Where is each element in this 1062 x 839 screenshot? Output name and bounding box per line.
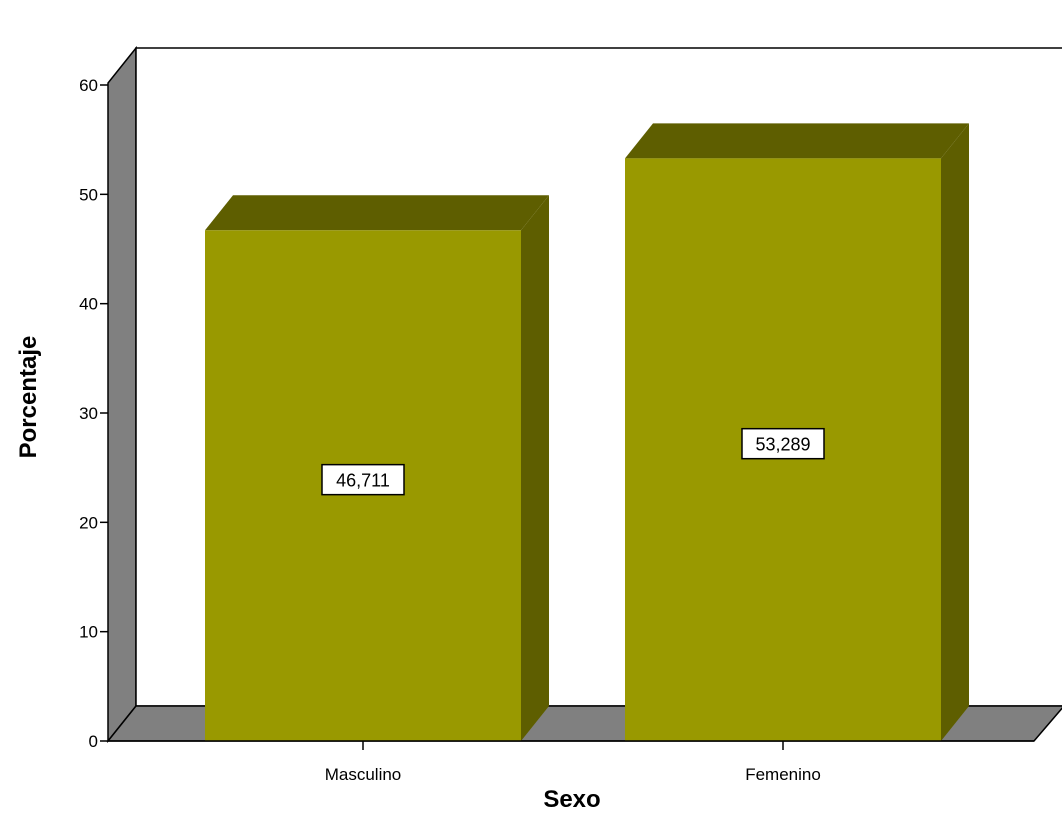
bar-top <box>625 123 969 159</box>
y-tick-label: 60 <box>79 76 98 95</box>
y-tick-label: 0 <box>89 732 98 751</box>
y-tick-label: 20 <box>79 513 98 532</box>
y-tick-label: 30 <box>79 404 98 423</box>
data-label: 53,289 <box>755 435 810 455</box>
data-label: 46,711 <box>336 471 390 491</box>
bars: 46,711 53,289 <box>205 123 969 741</box>
x-tick-label: Masculino <box>325 765 402 784</box>
data-label-box <box>741 427 825 460</box>
y-tick-label: 40 <box>79 295 98 314</box>
y-axis-title: Porcentaje <box>15 336 42 459</box>
x-axis-title: Sexo <box>543 786 600 813</box>
x-tick-label: Femenino <box>745 765 821 784</box>
x-axis: Masculino Femenino <box>108 740 1034 784</box>
bar-side <box>941 123 969 741</box>
y-axis: 0 10 20 30 40 50 60 <box>79 76 108 751</box>
bar-top <box>205 195 549 231</box>
bar-side <box>521 195 549 741</box>
y-tick-label: 10 <box>79 623 98 642</box>
y-tick-label: 50 <box>79 185 98 204</box>
left-wall <box>107 45 137 744</box>
data-label-box <box>321 463 405 496</box>
